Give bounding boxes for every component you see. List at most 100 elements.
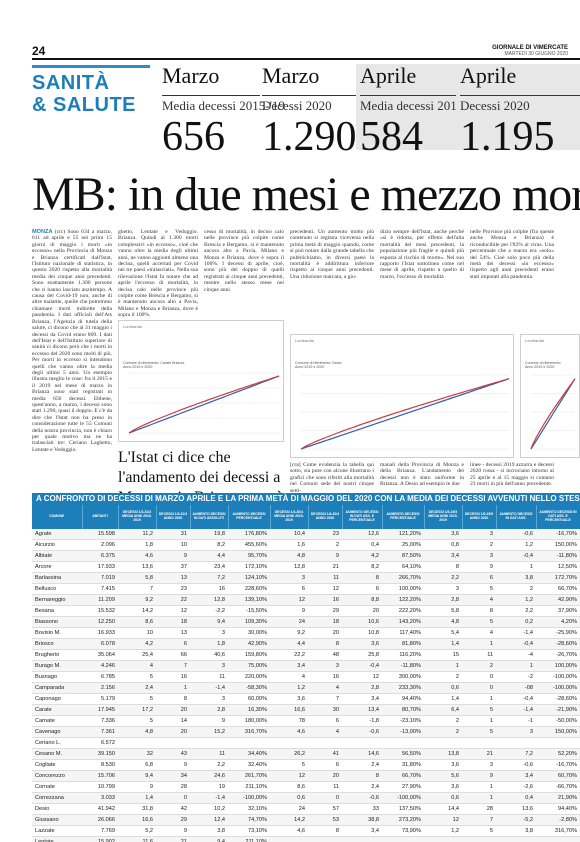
table-cell: -5,2 [496, 814, 536, 826]
table-cell: 3.033 [82, 792, 118, 804]
table-cell: 15 [424, 649, 462, 661]
table-cell: 8,2 [190, 539, 228, 551]
table-cell: 10,8 [342, 627, 382, 639]
table-cell: 6.078 [82, 638, 118, 650]
table-cell: 4 [308, 726, 342, 738]
table-cell: 80,70% [382, 704, 424, 716]
table-cell: -0,4 [496, 693, 536, 705]
table-cell: 7.019 [82, 572, 118, 584]
table-cell: -0,6 [496, 759, 536, 771]
table-cell: 33 [342, 803, 382, 815]
table-cell: 34,40% [228, 748, 270, 760]
table-cell: 2,4 [118, 682, 156, 694]
headline: MB: in due mesi e mezzo morte 1.300 pers… [32, 168, 580, 221]
table-cell: 3,6 [424, 759, 462, 771]
table-cell: 0,4 [342, 539, 382, 551]
table-header-cell: DECESSI 1/5-15/5 MEDIA ANNI 2015-2019 [424, 505, 463, 529]
chart-line-2020 [300, 378, 510, 450]
table-cell: 11 [190, 671, 228, 683]
table-cell: 9 [156, 550, 190, 562]
table-cell: 22 [156, 594, 190, 606]
table-row: Bernareggio 11.209 9,2 22 12,8 139,10% 12 16 8,8… [32, 594, 580, 606]
table-cell: 24 [270, 616, 308, 628]
table-cell: 139,10% [228, 594, 270, 606]
table-cell: 21,90% [536, 792, 580, 804]
table-cell: 29 [156, 814, 190, 826]
chart-meta: Comune di riferimento: Anno 2019 e 2020 [525, 361, 561, 370]
table-cell: -0,4 [342, 660, 382, 672]
table-cell-comune: Camparada [32, 682, 82, 694]
table-cell-comune: Bovisio M. [32, 627, 82, 639]
table-cell: 13,6 [118, 561, 156, 573]
chart-title: Lombardia [525, 338, 544, 343]
table-cell: 1 [424, 660, 462, 672]
stat-month: Aprile [360, 64, 456, 96]
table-cell: -08 [496, 682, 536, 694]
table-cell: 23 [156, 583, 190, 595]
table-cell: 9 [462, 561, 496, 573]
table-cell: -21,90% [536, 704, 580, 716]
table-cell: 75,00% [228, 660, 270, 672]
table-cell: 220,00% [228, 671, 270, 683]
table-cell: 8 [342, 770, 382, 782]
table-header-cell: DECESSI 1/4-30/4 MEDIA ANNI 2015-2019 [270, 505, 309, 529]
table-cell: 1,2 [424, 825, 462, 837]
table-cell: 17,2 [118, 704, 156, 716]
table-row: Caponago 5.179 5 8 3 60,00% 3,6 7 3,4 94,40% 1,4 1-… [32, 693, 580, 705]
table-row: Biassono 12.250 8,6 18 9,4 109,30% 24 18 10,6 143… [32, 616, 580, 628]
table-cell: 2 [496, 583, 536, 595]
table-cell: 1 [462, 693, 496, 705]
table-cell: 95,70% [228, 550, 270, 562]
table-cell: 116,20% [382, 649, 424, 661]
table-cell-comune: Bernareggio [32, 594, 82, 606]
table-cell: 31 [156, 529, 190, 540]
table-cell: 9 [190, 715, 228, 727]
table-cell: 9,2 [118, 594, 156, 606]
table-cell: 8 [308, 825, 342, 837]
table-cell: 12 [342, 671, 382, 683]
table-cell: 11 [308, 572, 342, 584]
table-cell: 14 [156, 715, 190, 727]
table-cell-comune: Arcore [32, 561, 82, 573]
table-cell: 23,4 [190, 561, 228, 573]
table-cell: -16,70% [536, 529, 580, 540]
table-row: Briosco 6.078 4,2 6 1,8 42,90% 4,4 8 3,6 81,80% 1,… [32, 638, 580, 650]
table-header-cell: AUMENTO DECESSI IN DATI ASS. [496, 505, 537, 529]
table-row: Cavenago 7.361 4,8 20 15,2 316,70% 4,6 4 -0,6 -13… [32, 726, 580, 738]
callout-quote: L'Istat ci dice che l'andamento dei dece… [118, 449, 283, 526]
table-cell-comune: Cesano M. [32, 748, 82, 760]
table-cell: 2 [308, 539, 342, 551]
table-cell: 6,8 [118, 759, 156, 771]
table-cell-comune: Aicurzio [32, 539, 82, 551]
section-line-2: & SALUTE [32, 94, 136, 116]
article-column-1: MONZA (ctc) Sono 634 a marzo, 611 ad apr… [32, 229, 112, 489]
table-header-cell: AUMENTO DECESSI IN DATI ASSOLUTI [190, 505, 229, 529]
table-cell: 40,6 [190, 649, 228, 661]
table-cell: 5,8 [424, 605, 462, 617]
table-cell: 12,50% [536, 561, 580, 573]
table-cell: 14,2 [118, 605, 156, 617]
table-cell: 4,20% [536, 616, 580, 628]
table-cell: 2,2 [424, 572, 462, 584]
stat-month: Aprile [460, 64, 580, 96]
table-cell-comune: Biassono [32, 616, 82, 628]
table-cell: 8 [156, 693, 190, 705]
table-cell: 23 [308, 529, 342, 540]
table-cell: 35.064 [82, 649, 118, 661]
table-cell: 12,6 [342, 529, 382, 540]
table-cell: 12,4 [190, 814, 228, 826]
table-cell: 1,4 [424, 638, 462, 650]
table-cell: 16.933 [82, 627, 118, 639]
table-cell: 7.361 [82, 726, 118, 738]
table-cell: 5 [462, 825, 496, 837]
table-cell: 176,80% [228, 529, 270, 540]
table-cell: 12.250 [82, 616, 118, 628]
article-column-4: precedenti. Un aumento molto più contenu… [290, 229, 374, 280]
table-cell: 3,4 [496, 770, 536, 782]
table-cell [462, 737, 496, 749]
table-cell: 266,70% [382, 572, 424, 584]
stat-march-2020: Marzo Decessi 2020 1.290 [262, 64, 362, 160]
table-header-cell: DECESSI 1/3-31/3 ANNO 2020 [156, 505, 191, 529]
table-cell: 14,2 [270, 814, 308, 826]
chart-line-2020 [530, 378, 576, 450]
